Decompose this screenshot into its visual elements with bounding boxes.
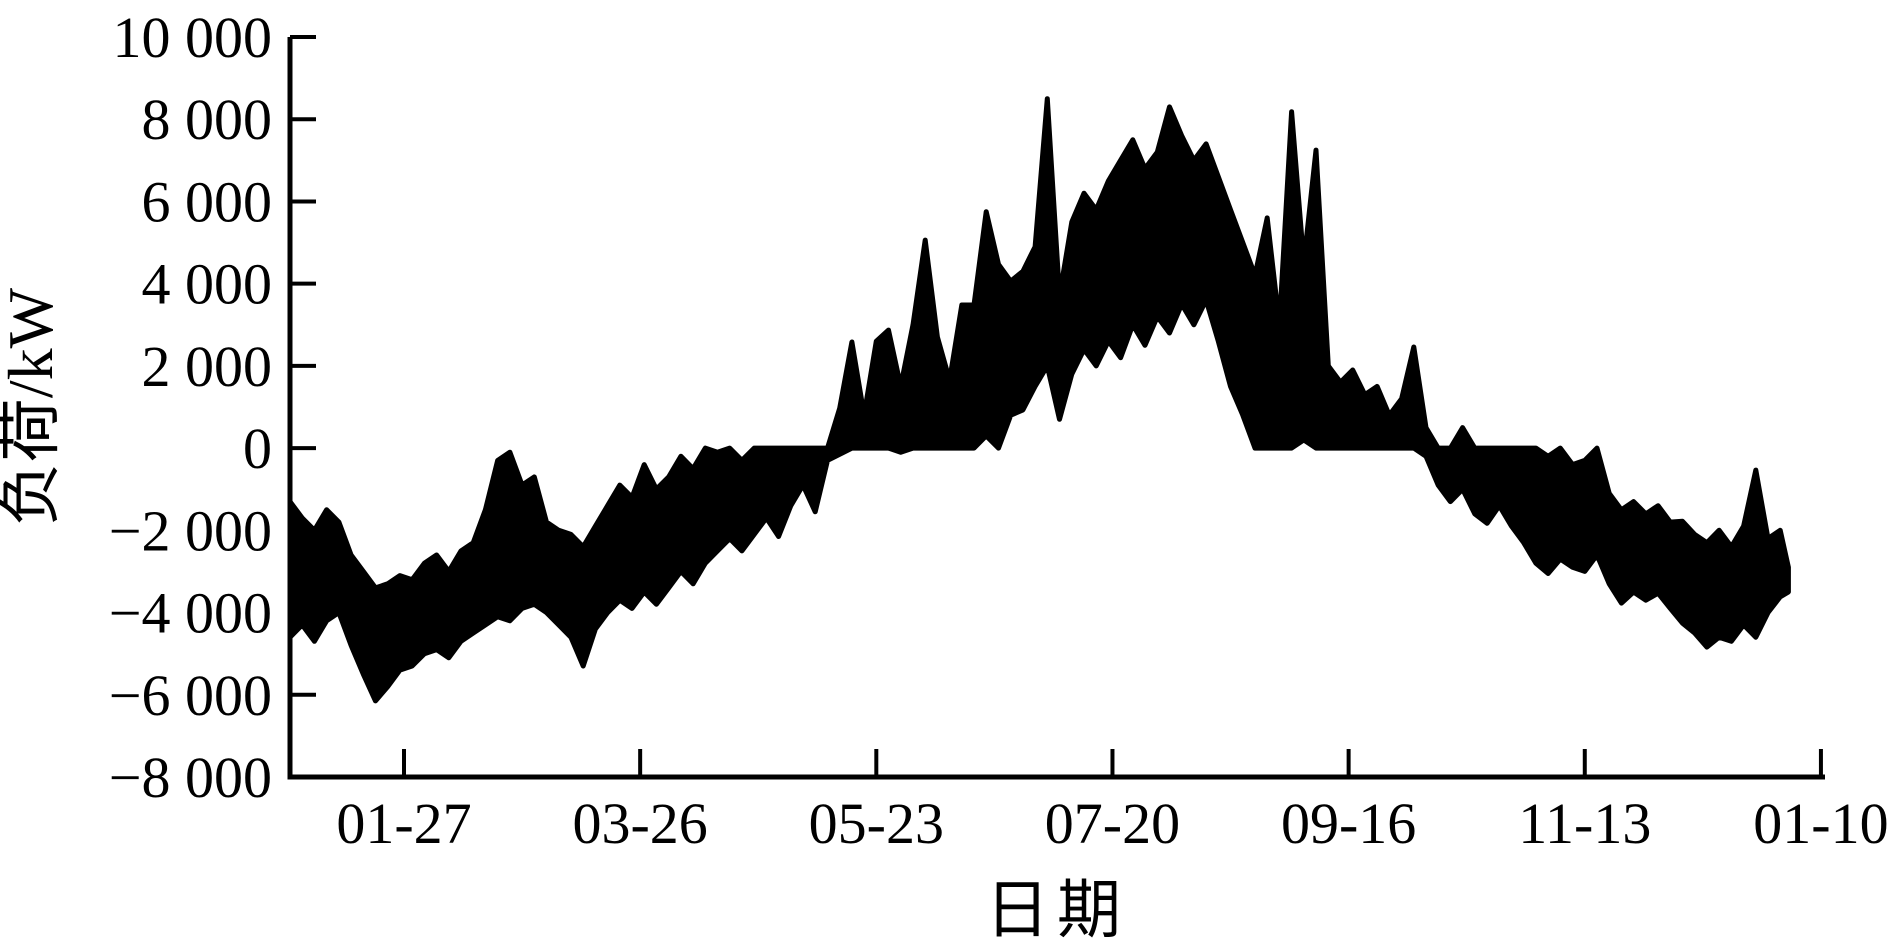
y-tick-label: −8 000: [109, 745, 272, 810]
x-tick-label: 11-13: [1518, 791, 1651, 856]
y-tick-label: 2 000: [142, 334, 273, 399]
load-series: [287, 96, 1791, 704]
x-tick-label: 01-27: [336, 791, 471, 856]
load-envelope-band: [287, 96, 1791, 704]
x-tick-label: 07-20: [1045, 791, 1180, 856]
y-tick-label: 10 000: [113, 5, 273, 70]
x-tick-label: 01-10: [1753, 791, 1888, 856]
x-tick-label: 09-16: [1281, 791, 1416, 856]
x-axis-title: 日期: [985, 875, 1128, 946]
y-tick-label: −4 000: [109, 581, 272, 646]
x-tick-label: 03-26: [572, 791, 707, 856]
y-tick-label: −6 000: [109, 663, 272, 728]
load-oscillation-strokes: [288, 98, 1791, 701]
y-tick-label: 8 000: [142, 87, 273, 152]
y-tick-label: 6 000: [142, 169, 273, 234]
x-tick-label: 05-23: [809, 791, 944, 856]
y-tick-label: 0: [243, 416, 272, 481]
y-axis-title: 负荷/kW: [0, 287, 66, 526]
x-axis-ticks: 01-27 03-26 05-23 07-20 09-16 11-13 01-10: [336, 749, 1889, 856]
y-tick-label: 4 000: [142, 252, 273, 317]
y-tick-label: −2 000: [109, 498, 272, 563]
y-axis-ticks: 10 000 8 000 6 000 4 000 2 000 0 −2 000 −4 000 −…: [109, 5, 316, 810]
